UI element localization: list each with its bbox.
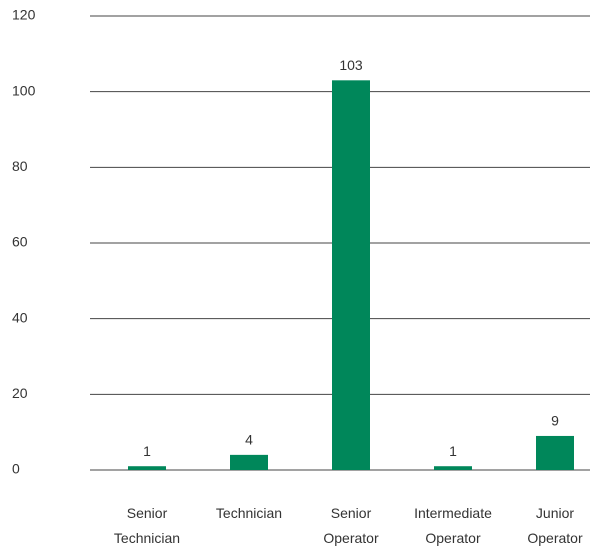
value-label: 1: [449, 443, 457, 459]
y-tick-label: 0: [12, 461, 20, 477]
value-label: 103: [339, 57, 363, 73]
x-tick-label: Technician: [216, 505, 282, 521]
x-tick-label: Senior Operator: [323, 505, 379, 546]
y-tick-label: 120: [12, 7, 36, 23]
value-label: 4: [245, 432, 253, 448]
x-tick-label: Senior Technician: [114, 505, 180, 546]
value-label: 1: [143, 443, 151, 459]
y-tick-label: 100: [12, 82, 36, 98]
bar: [128, 466, 166, 470]
y-tick-label: 80: [12, 158, 28, 174]
bar: [230, 454, 268, 470]
bar: [536, 435, 574, 470]
x-tick-label: Junior Operator: [527, 505, 583, 546]
value-label: 9: [551, 413, 559, 429]
y-tick-label: 40: [12, 309, 28, 325]
x-tick-label: Intermediate Operator: [414, 505, 492, 546]
y-tick-label: 20: [12, 385, 28, 401]
bar: [434, 466, 472, 470]
bar: [332, 80, 370, 471]
y-tick-label: 60: [12, 234, 28, 250]
